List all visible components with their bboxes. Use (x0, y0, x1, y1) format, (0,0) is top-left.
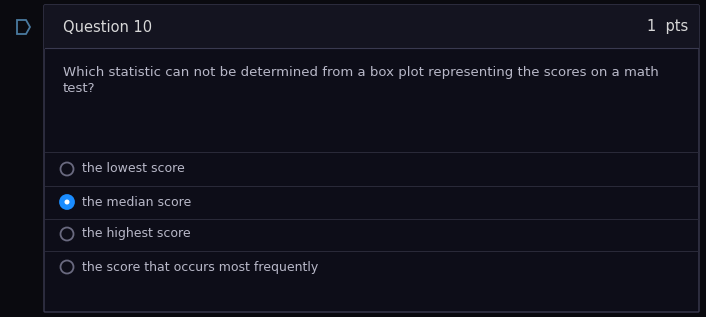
Text: Which statistic can not be determined from a box plot representing the scores on: Which statistic can not be determined fr… (63, 66, 659, 79)
FancyBboxPatch shape (45, 6, 698, 48)
Text: Question 10: Question 10 (63, 20, 152, 35)
Text: the median score: the median score (82, 196, 191, 209)
Text: test?: test? (63, 82, 95, 95)
Circle shape (61, 196, 73, 209)
Text: the lowest score: the lowest score (82, 163, 185, 176)
FancyBboxPatch shape (44, 5, 699, 312)
Text: the highest score: the highest score (82, 228, 191, 241)
Text: the score that occurs most frequently: the score that occurs most frequently (82, 261, 318, 274)
Text: 1  pts: 1 pts (647, 20, 688, 35)
FancyBboxPatch shape (44, 5, 699, 49)
Circle shape (64, 199, 69, 204)
